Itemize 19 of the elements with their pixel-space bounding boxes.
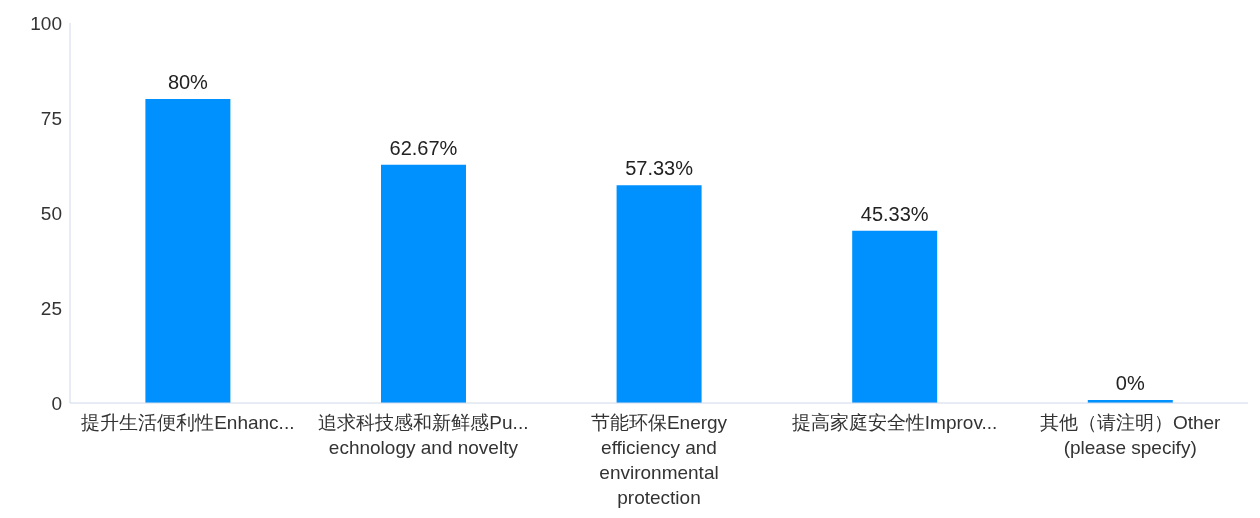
- x-tick-label: 提高家庭安全性Improv...: [791, 412, 998, 433]
- data-label: 0%: [1115, 372, 1145, 394]
- y-tick-label: 25: [40, 297, 62, 319]
- bar: [852, 230, 938, 403]
- x-tick-label: 节能环保Energy efficiency and environmental protection: [590, 412, 728, 508]
- y-tick-label: 75: [40, 107, 62, 129]
- data-label: 62.67%: [389, 136, 458, 159]
- bar: [380, 164, 466, 403]
- y-tick-label: 50: [40, 202, 62, 224]
- data-label: 57.33%: [625, 157, 694, 180]
- data-label: 45.33%: [860, 202, 929, 225]
- y-tick-label: 0: [51, 392, 62, 414]
- x-tick-label: 追求科技感和新鲜感Pu... echnology and novelty: [318, 412, 529, 458]
- bar: [145, 99, 231, 403]
- x-tick-label: 提升生活便利性Enhanc...: [81, 412, 295, 433]
- x-tick-label: 其他（请注明）Other (please specify): [1039, 412, 1222, 458]
- bar: [616, 185, 702, 403]
- data-label: 80%: [167, 71, 209, 93]
- y-tick-label: 100: [30, 12, 62, 34]
